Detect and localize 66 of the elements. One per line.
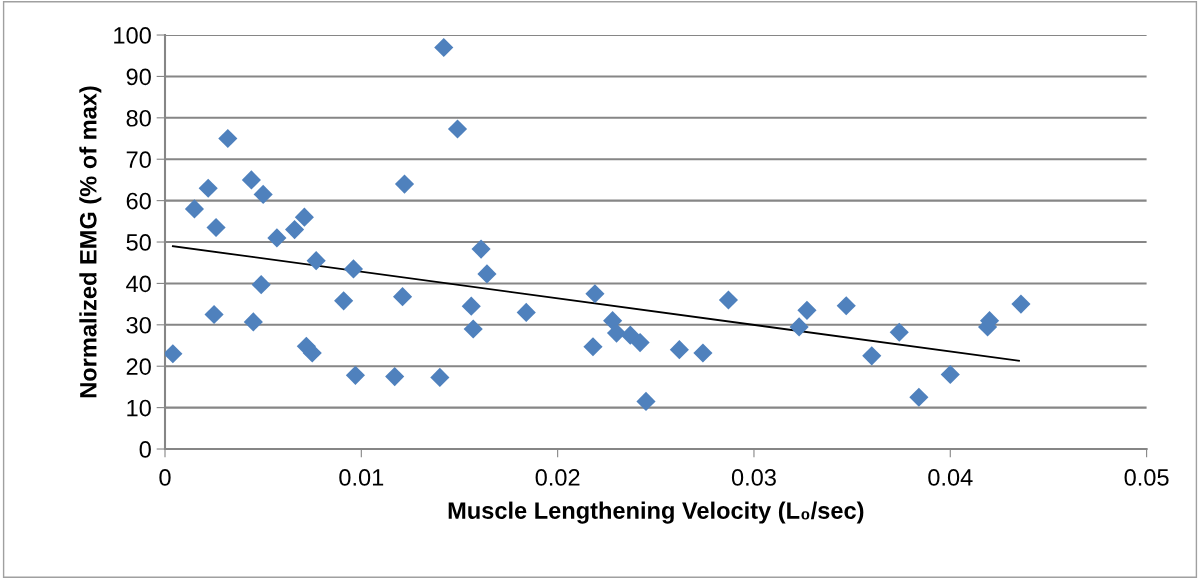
point bbox=[434, 37, 454, 58]
x-tick-label: 0.01 bbox=[339, 469, 384, 486]
point bbox=[206, 217, 226, 238]
point bbox=[218, 128, 238, 149]
point bbox=[620, 325, 640, 345]
point bbox=[243, 312, 263, 332]
point bbox=[306, 251, 326, 271]
y-axis-title: Normalized EMG (% of max) bbox=[79, 86, 102, 398]
point bbox=[693, 343, 713, 363]
point bbox=[836, 296, 856, 316]
point bbox=[345, 365, 365, 385]
x-axis-title: Muscle Lengthening Velocity (L₀/sec) bbox=[448, 501, 864, 524]
point bbox=[669, 340, 689, 360]
x-tick-label: 0.02 bbox=[535, 469, 580, 486]
y-tick-label: 60 bbox=[126, 192, 151, 210]
point bbox=[603, 311, 623, 331]
point bbox=[165, 344, 183, 364]
point bbox=[889, 322, 909, 342]
x-tick-label: 0.03 bbox=[731, 469, 776, 486]
point bbox=[477, 264, 497, 284]
point bbox=[862, 346, 882, 366]
point bbox=[447, 119, 468, 139]
point bbox=[267, 228, 287, 248]
y-tick-label: 40 bbox=[126, 275, 151, 293]
x-tick-label: 0.04 bbox=[928, 469, 973, 486]
point bbox=[461, 296, 481, 316]
y-tick-label: 70 bbox=[126, 151, 151, 169]
y-tick-label: 80 bbox=[126, 109, 151, 127]
y-tick-label: 20 bbox=[126, 358, 151, 376]
point bbox=[253, 184, 273, 204]
point bbox=[184, 199, 205, 219]
point bbox=[343, 259, 364, 279]
point bbox=[463, 319, 483, 339]
point bbox=[251, 275, 271, 295]
point bbox=[334, 291, 354, 311]
x-tick-label: 0.05 bbox=[1124, 469, 1169, 486]
y-tick-label: 0 bbox=[139, 441, 151, 458]
point bbox=[392, 287, 413, 307]
point bbox=[909, 387, 929, 407]
point bbox=[394, 174, 415, 194]
y-tick-label: 90 bbox=[126, 68, 151, 86]
x-tick-label: 0 bbox=[159, 469, 171, 486]
y-tick-label: 30 bbox=[126, 316, 151, 334]
point bbox=[789, 317, 809, 337]
point bbox=[241, 170, 261, 190]
point bbox=[636, 391, 656, 411]
y-tick-label: 10 bbox=[127, 399, 151, 417]
point bbox=[585, 284, 605, 304]
point bbox=[797, 300, 817, 320]
point bbox=[718, 290, 739, 310]
point bbox=[302, 343, 322, 363]
point bbox=[430, 367, 450, 387]
point bbox=[606, 323, 627, 343]
point bbox=[630, 333, 650, 353]
point bbox=[285, 220, 305, 240]
point bbox=[940, 364, 960, 385]
point bbox=[1011, 294, 1031, 314]
y-tick-label: 50 bbox=[126, 234, 151, 251]
point bbox=[471, 239, 491, 259]
point bbox=[294, 207, 314, 227]
point bbox=[385, 366, 405, 387]
point bbox=[204, 304, 224, 325]
point bbox=[583, 337, 603, 357]
point bbox=[516, 302, 536, 322]
y-tick-label: 100 bbox=[114, 27, 151, 44]
point bbox=[198, 178, 218, 198]
